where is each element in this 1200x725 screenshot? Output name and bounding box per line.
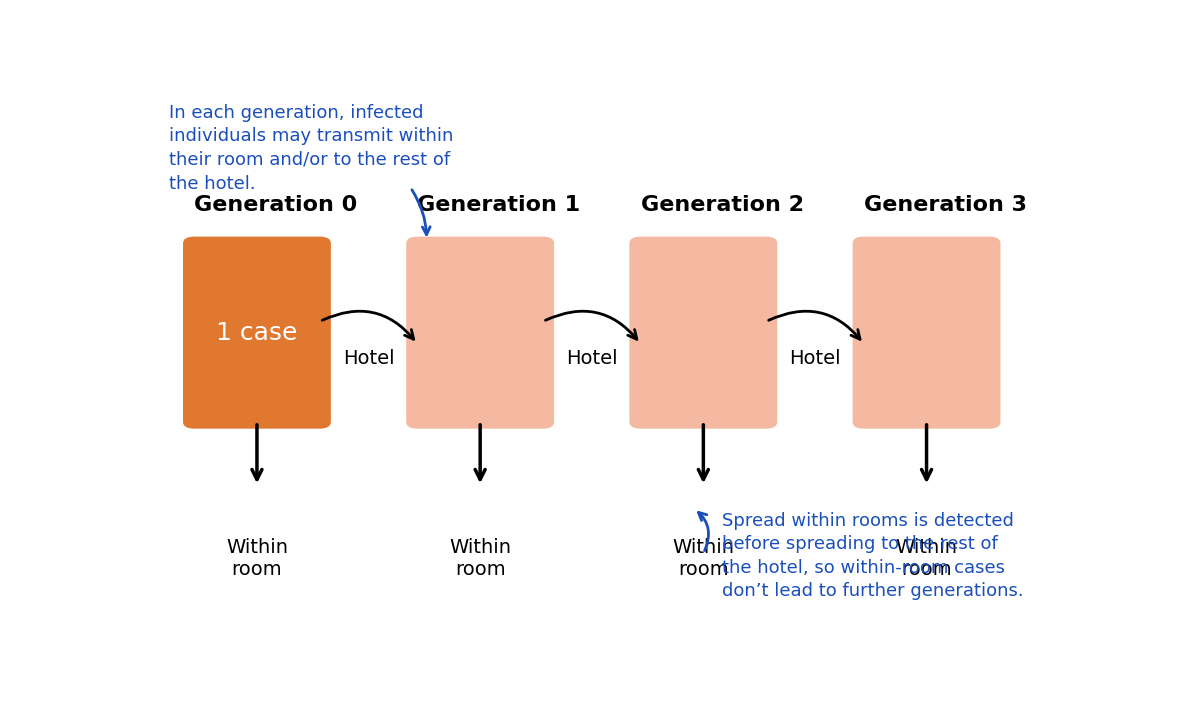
Text: Hotel: Hotel xyxy=(566,349,618,368)
Text: In each generation, infected
individuals may transmit within
their room and/or t: In each generation, infected individuals… xyxy=(168,104,452,193)
Text: Generation 0: Generation 0 xyxy=(194,196,358,215)
FancyBboxPatch shape xyxy=(630,236,778,428)
Text: Generation 3: Generation 3 xyxy=(864,196,1027,215)
Text: Hotel: Hotel xyxy=(343,349,395,368)
FancyBboxPatch shape xyxy=(407,236,554,428)
Text: Hotel: Hotel xyxy=(790,349,841,368)
Text: Generation 1: Generation 1 xyxy=(418,196,581,215)
Text: Within
room: Within room xyxy=(672,538,734,579)
FancyBboxPatch shape xyxy=(184,236,331,428)
Text: Within
room: Within room xyxy=(895,538,958,579)
Text: Spread within rooms is detected
before spreading to the rest of
the hotel, so wi: Spread within rooms is detected before s… xyxy=(722,512,1024,600)
Text: Generation 2: Generation 2 xyxy=(641,196,804,215)
Text: 1 case: 1 case xyxy=(216,320,298,344)
Text: Within
room: Within room xyxy=(449,538,511,579)
Text: Within
room: Within room xyxy=(226,538,288,579)
FancyBboxPatch shape xyxy=(853,236,1001,428)
